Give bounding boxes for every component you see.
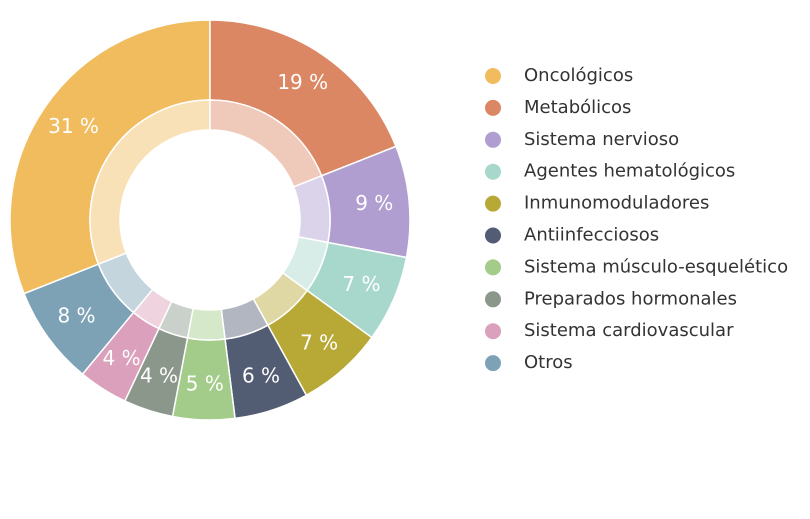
data-label: 5 % — [186, 371, 224, 395]
inner-segment — [97, 252, 154, 314]
legend-swatch — [485, 259, 501, 276]
data-label: 31 % — [48, 114, 99, 138]
data-label: 9 % — [355, 191, 393, 215]
legend-label: Inmunomoduladores — [524, 193, 709, 214]
legend-swatch — [485, 355, 501, 372]
inner-segment — [292, 174, 331, 244]
legend-label: Agentes hematológicos — [524, 161, 735, 182]
data-label: 7 % — [342, 272, 380, 296]
legend-swatch — [485, 68, 501, 84]
legend-label: Oncológicos — [524, 65, 633, 86]
data-label: 4 % — [103, 346, 141, 370]
legend-label: Sistema cardiovascular — [524, 320, 734, 341]
inner-segment — [186, 307, 226, 341]
data-label: 8 % — [57, 303, 95, 327]
data-label: 6 % — [242, 363, 280, 387]
legend-label: Sistema músculo-esquelético — [524, 256, 788, 277]
legend-label: Sistema nervioso — [524, 129, 679, 150]
legend-swatch — [485, 291, 501, 308]
legend-label: Metabólicos — [524, 97, 631, 118]
data-label: 7 % — [300, 330, 338, 354]
legend-label: Otros — [524, 352, 573, 373]
legend-label: Preparados hormonales — [524, 288, 737, 309]
data-label: 19 % — [277, 70, 328, 94]
legend-swatch — [485, 227, 501, 244]
legend-swatch — [485, 323, 501, 340]
legend-label: Antiinfecciosos — [524, 225, 659, 246]
legend-swatch — [485, 195, 501, 212]
legend-swatch — [485, 99, 501, 116]
data-label: 4 % — [140, 363, 178, 387]
legend-swatch — [485, 131, 501, 148]
legend-swatch — [485, 163, 501, 180]
